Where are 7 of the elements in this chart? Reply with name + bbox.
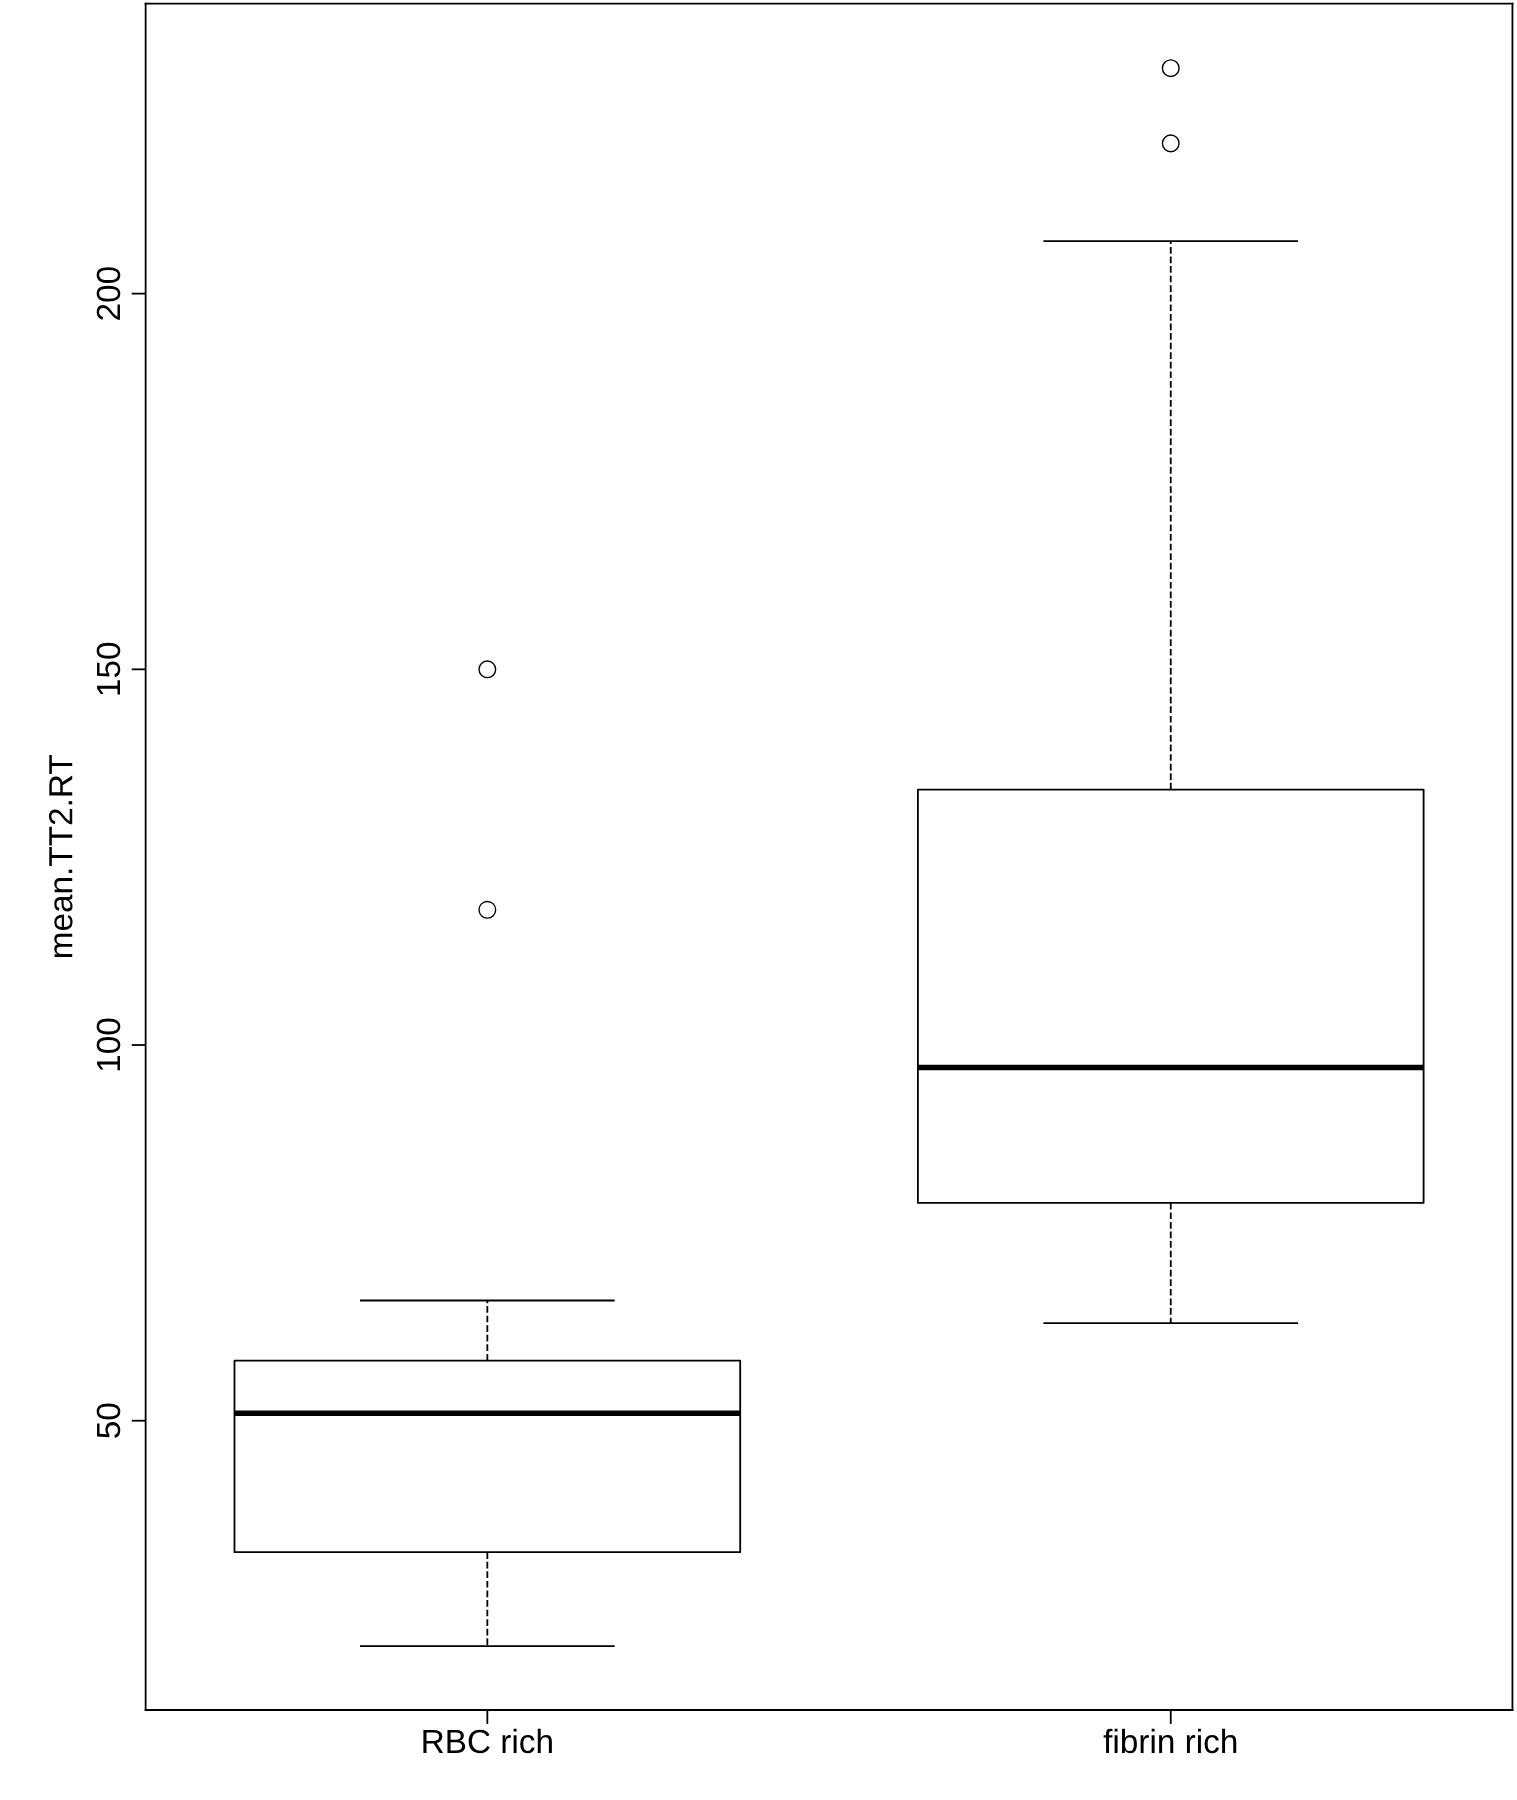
- y-tick-label: 100: [96, 1018, 121, 1071]
- y-tick-label: 200: [96, 267, 121, 320]
- x-tick-label: fibrin rich: [1103, 1728, 1237, 1754]
- x-tick-label: RBC rich: [423, 1728, 552, 1754]
- y-tick-label: 50: [96, 1403, 121, 1438]
- y-tick-label: 150: [96, 642, 121, 695]
- y-axis-title: mean.TT2.RT: [48, 755, 73, 958]
